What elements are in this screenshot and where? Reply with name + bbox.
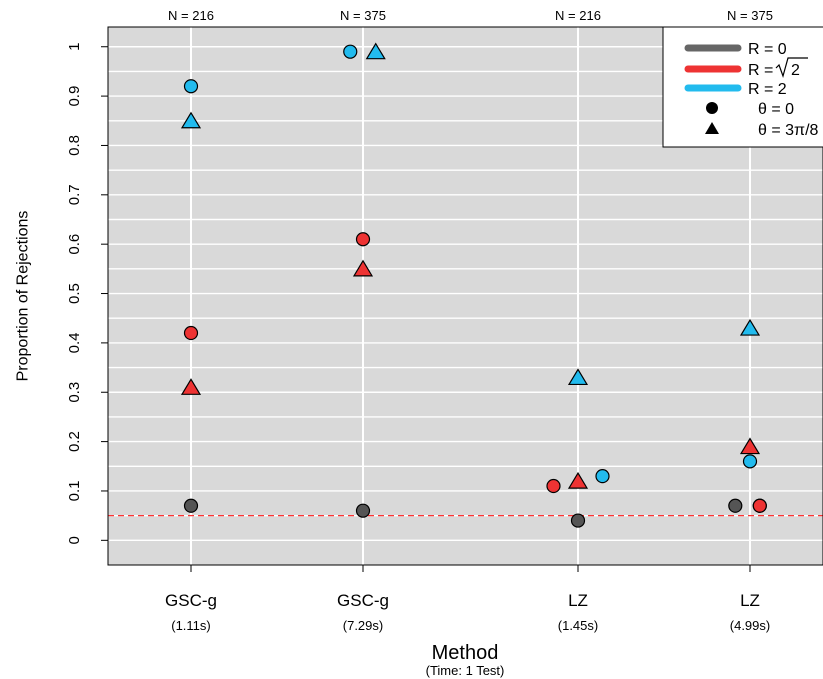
x-axis-subtitle: (Time: 1 Test) xyxy=(426,663,505,678)
legend-label-r0: R = 0 xyxy=(748,41,787,58)
data-point-circle xyxy=(752,498,767,513)
x-tick-label-time: (7.29s) xyxy=(343,618,383,633)
data-point-triangle xyxy=(180,111,202,129)
data-point-circle xyxy=(183,498,199,513)
legend-triangle-icon xyxy=(705,122,719,134)
plot-frame xyxy=(107,26,823,566)
sample-size-label: N = 375 xyxy=(340,8,386,23)
data-point-circle xyxy=(355,503,371,518)
x-tick-label-time: (1.45s) xyxy=(558,618,598,633)
legend-label-r2: R = 2 xyxy=(748,81,787,98)
legend-label-r-sqrt2-prefix: R = xyxy=(748,62,773,79)
sqrt-icon xyxy=(775,57,808,78)
y-tick-label: 0.8 xyxy=(66,135,83,156)
y-tick-label: 0.1 xyxy=(66,481,83,502)
y-tick-label: 0 xyxy=(66,536,83,544)
sample-size-labels: N = 216 N = 375 N = 216 N = 375 xyxy=(168,8,773,23)
x-tick-label-method: LZ xyxy=(740,591,760,610)
legend-label-theta0: θ = 0 xyxy=(758,101,794,118)
data-point-triangle xyxy=(739,318,761,336)
y-tick-label: 0.7 xyxy=(66,184,83,205)
data-point-circle xyxy=(742,454,758,469)
data-point-triangle xyxy=(567,471,589,489)
data-point-triangle xyxy=(739,437,761,455)
x-axis: GSC-g (1.11s) GSC-g (7.29s) LZ (1.45s) LZ (4.99… xyxy=(165,565,770,633)
legend-label-theta-3pi8: θ = 3π/8 xyxy=(758,122,819,139)
data-point-circle xyxy=(570,513,586,528)
y-tick-label: 0.5 xyxy=(66,283,83,304)
y-tick-label: 1 xyxy=(66,43,83,51)
y-tick-label: 0.9 xyxy=(66,86,83,107)
sample-size-label: N = 216 xyxy=(168,8,214,23)
data-point-circle xyxy=(183,325,199,341)
legend-circle-icon xyxy=(706,102,718,114)
sample-size-label: N = 216 xyxy=(555,8,601,23)
sample-size-label: N = 375 xyxy=(727,8,773,23)
x-axis-title: Method xyxy=(432,642,499,664)
legend-label-r-sqrt2-value: 2 xyxy=(791,62,800,79)
y-tick-label: 0.2 xyxy=(66,431,83,452)
data-point-triangle xyxy=(567,368,589,386)
x-tick-label-method: LZ xyxy=(568,591,588,610)
x-tick-label-time: (1.11s) xyxy=(171,618,211,633)
data-point-circle xyxy=(343,44,358,59)
x-tick-label-time: (4.99s) xyxy=(730,618,770,633)
data-point-circle xyxy=(728,498,743,513)
y-tick-label: 0.6 xyxy=(66,234,83,255)
data-point-circle xyxy=(595,469,610,484)
x-tick-label-method: GSC-g xyxy=(337,591,389,610)
y-axis-title: Proportion of Rejections xyxy=(15,211,32,382)
y-tick-label: 0.4 xyxy=(66,332,83,353)
data-point-triangle xyxy=(352,259,374,277)
data-point-triangle xyxy=(365,42,386,60)
legend: R = 0 R = 2 R = 2 θ = 0 θ = 3π/8 xyxy=(662,26,823,148)
x-tick-label-method: GSC-g xyxy=(165,591,217,610)
data-point-circle xyxy=(183,79,199,94)
data-point-circle xyxy=(546,478,561,494)
data-point-circle xyxy=(355,232,371,247)
y-axis: 0 0.1 0.2 0.3 0.4 0.5 0.6 0.7 0.8 0.9 1 xyxy=(66,43,108,544)
data-point-triangle xyxy=(180,378,202,395)
y-tick-label: 0.3 xyxy=(66,382,83,403)
data-points xyxy=(180,42,767,528)
